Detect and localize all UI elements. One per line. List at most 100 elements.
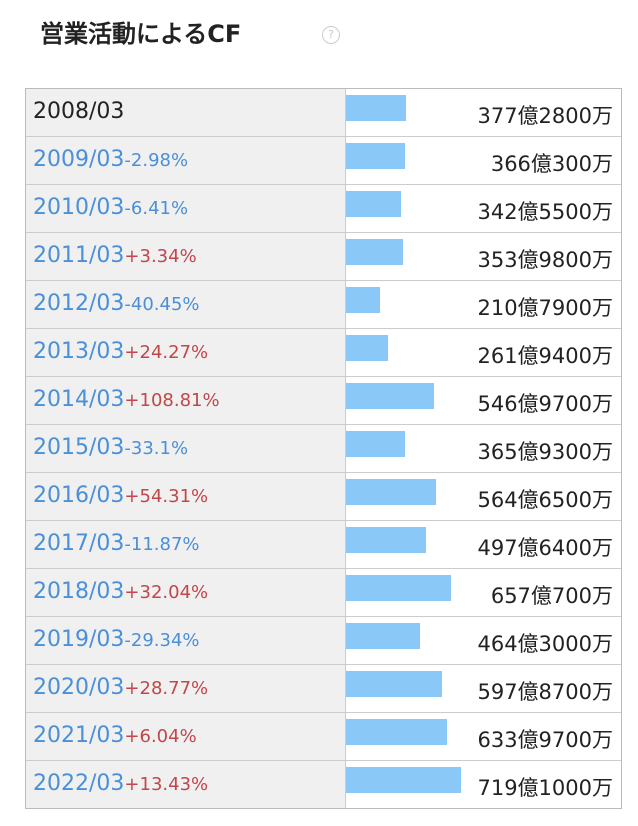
change: +32.04% <box>124 582 209 603</box>
year-cell: 2018/03+32.04% <box>33 579 208 604</box>
label-cell: 2021/03+6.04% <box>26 713 346 760</box>
amount: 210億7900万 <box>477 296 613 320</box>
bar <box>346 575 452 601</box>
bar <box>346 527 426 553</box>
row: 2022/03+13.43% 719億1000万 <box>26 760 621 808</box>
year-cell: 2008/03 <box>33 99 124 124</box>
row: 2017/03-11.87% 497億6400万 <box>26 520 621 568</box>
bar <box>346 767 462 793</box>
row: 2019/03-29.34% 464億3000万 <box>26 616 621 664</box>
year-cell: 2011/03+3.34% <box>33 243 197 268</box>
year: 2021/03 <box>33 723 125 748</box>
year: 2022/03 <box>33 771 125 796</box>
year: 2010/03 <box>33 195 125 220</box>
label-cell: 2008/03 <box>26 89 346 136</box>
row: 2012/03-40.45% 210億7900万 <box>26 280 621 328</box>
change: -6.41% <box>124 198 189 219</box>
row: 2018/03+32.04% 657億700万 <box>26 568 621 616</box>
amount: 342億5500万 <box>477 200 613 224</box>
amount: 657億700万 <box>490 584 613 608</box>
bar <box>346 191 401 217</box>
year: 2012/03 <box>33 291 125 316</box>
change: +6.04% <box>124 726 197 747</box>
bar <box>346 95 407 121</box>
year-cell: 2016/03+54.31% <box>33 483 208 508</box>
label-cell: 2012/03-40.45% <box>26 281 346 328</box>
year-cell: 2022/03+13.43% <box>33 771 208 796</box>
bar <box>346 239 403 265</box>
label-cell: 2020/03+28.77% <box>26 665 346 712</box>
label-cell: 2016/03+54.31% <box>26 473 346 520</box>
year: 2011/03 <box>33 243 125 268</box>
label-cell: 2019/03-29.34% <box>26 617 346 664</box>
row: 2016/03+54.31% 564億6500万 <box>26 472 621 520</box>
amount: 353億9800万 <box>477 248 613 272</box>
bar <box>346 479 437 505</box>
amount: 597億8700万 <box>477 680 613 704</box>
row: 2021/03+6.04% 633億9700万 <box>26 712 621 760</box>
label-cell: 2014/03+108.81% <box>26 377 346 424</box>
table: 2008/03 377億2800万 2009/03-2.98% 366億300万 201… <box>25 88 622 809</box>
year-cell: 2009/03-2.98% <box>33 147 188 172</box>
bar <box>346 143 405 169</box>
amount: 497億6400万 <box>477 536 613 560</box>
row: 2011/03+3.34% 353億9800万 <box>26 232 621 280</box>
year-cell: 2021/03+6.04% <box>33 723 197 748</box>
year: 2015/03 <box>33 435 125 460</box>
label-cell: 2015/03-33.1% <box>26 425 346 472</box>
row: 2009/03-2.98% 366億300万 <box>26 136 621 184</box>
amount: 719億1000万 <box>477 776 613 800</box>
change: -11.87% <box>124 534 200 555</box>
year: 2009/03 <box>33 147 125 172</box>
year: 2020/03 <box>33 675 125 700</box>
year-cell: 2010/03-6.41% <box>33 195 188 220</box>
amount: 365億9300万 <box>477 440 613 464</box>
row: 2015/03-33.1% 365億9300万 <box>26 424 621 472</box>
amount: 546億9700万 <box>477 392 613 416</box>
help-icon[interactable]: ? <box>322 26 340 44</box>
year: 2016/03 <box>33 483 125 508</box>
year-cell: 2012/03-40.45% <box>33 291 200 316</box>
bar <box>346 287 380 313</box>
amount: 464億3000万 <box>477 632 613 656</box>
label-cell: 2011/03+3.34% <box>26 233 346 280</box>
title: 営業活動によるCF <box>40 20 242 48</box>
row: 2014/03+108.81% 546億9700万 <box>26 376 621 424</box>
label-cell: 2018/03+32.04% <box>26 569 346 616</box>
row: 2010/03-6.41% 342億5500万 <box>26 184 621 232</box>
bar <box>346 623 421 649</box>
bar <box>346 431 405 457</box>
change: -2.98% <box>124 150 189 171</box>
year-cell: 2014/03+108.81% <box>33 387 220 412</box>
amount: 366億300万 <box>490 152 613 176</box>
amount: 377億2800万 <box>477 104 613 128</box>
bar <box>346 335 388 361</box>
year: 2018/03 <box>33 579 125 604</box>
change: -40.45% <box>124 294 200 315</box>
year-cell: 2017/03-11.87% <box>33 531 200 556</box>
year: 2013/03 <box>33 339 125 364</box>
row: 2020/03+28.77% 597億8700万 <box>26 664 621 712</box>
bar <box>346 719 448 745</box>
row: 2013/03+24.27% 261億9400万 <box>26 328 621 376</box>
year-cell: 2019/03-29.34% <box>33 627 200 652</box>
change: +54.31% <box>124 486 209 507</box>
year-cell: 2015/03-33.1% <box>33 435 188 460</box>
change: +13.43% <box>124 774 209 795</box>
label-cell: 2010/03-6.41% <box>26 185 346 232</box>
year-cell: 2013/03+24.27% <box>33 339 208 364</box>
change: +3.34% <box>124 246 197 267</box>
change: -33.1% <box>124 438 189 459</box>
change: +108.81% <box>124 390 220 411</box>
change: -29.34% <box>124 630 200 651</box>
change: +24.27% <box>124 342 209 363</box>
amount: 564億6500万 <box>477 488 613 512</box>
bar <box>346 671 442 697</box>
year: 2014/03 <box>33 387 125 412</box>
year: 2017/03 <box>33 531 125 556</box>
label-cell: 2017/03-11.87% <box>26 521 346 568</box>
year-cell: 2020/03+28.77% <box>33 675 208 700</box>
row: 2008/03 377億2800万 <box>26 89 621 136</box>
year: 2019/03 <box>33 627 125 652</box>
